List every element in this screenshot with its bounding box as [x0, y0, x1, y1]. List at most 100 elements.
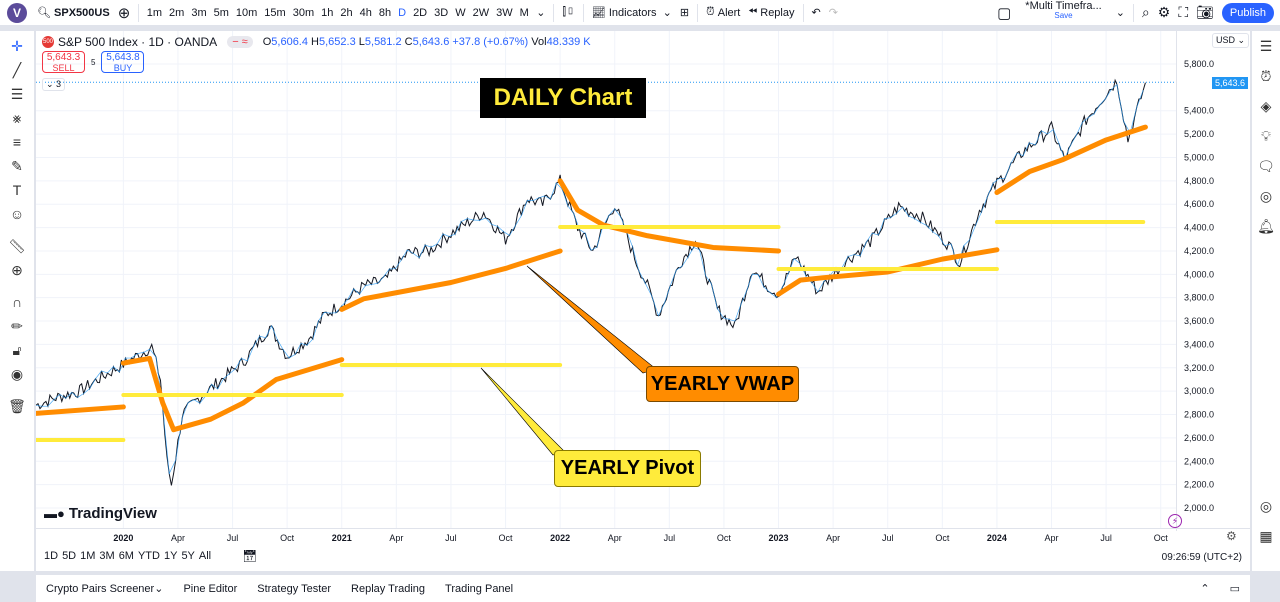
- lock-drawing-pencil-icon[interactable]: ✏: [11, 317, 23, 334]
- chart-type-button[interactable]: ⫿▯: [562, 6, 575, 18]
- brush-icon[interactable]: ✎: [11, 157, 23, 174]
- bottom-tab[interactable]: Strategy Tester: [257, 582, 332, 595]
- range-All[interactable]: All: [198, 550, 212, 562]
- y-tick-label: 3,400.0: [1184, 339, 1214, 349]
- clock-time[interactable]: 09:26:59 (UTC+2): [1161, 552, 1242, 563]
- timeframe-M[interactable]: M: [519, 6, 529, 19]
- y-tick-label: 4,600.0: [1184, 199, 1214, 209]
- bottom-tab[interactable]: Replay Trading: [351, 582, 426, 595]
- broadcast-icon[interactable]: ◎: [1259, 187, 1273, 204]
- range-YTD[interactable]: YTD: [137, 550, 160, 562]
- replay-icon: ⏪︎: [748, 6, 758, 18]
- timeframe-10m[interactable]: 10m: [235, 6, 258, 19]
- crosshair-icon[interactable]: ✛: [11, 37, 23, 54]
- bell-icon[interactable]: 🔔︎: [1257, 217, 1275, 234]
- chat-icon[interactable]: 🗨︎: [1257, 157, 1275, 174]
- replay-button[interactable]: ⏪︎ Replay: [744, 1, 798, 25]
- text-icon[interactable]: T: [12, 182, 22, 198]
- trash-icon[interactable]: 🗑︎: [8, 397, 26, 414]
- maximize-panel-icon[interactable]: ▭: [1229, 583, 1240, 595]
- emoji-icon[interactable]: ☺: [9, 206, 25, 222]
- chart-pane[interactable]: 2,000.0 2,200.0 2,400.0 2,600.0 2,800.0 3,000…: [36, 31, 1250, 571]
- timeframe-4h[interactable]: 4h: [359, 6, 372, 19]
- sell-button[interactable]: 5,643.3 SELL: [42, 51, 85, 73]
- range-5D[interactable]: 5D: [62, 550, 77, 562]
- layers-icon[interactable]: ◈: [1260, 97, 1272, 114]
- timeframe-2D[interactable]: 2D: [413, 6, 428, 19]
- settings-gear-icon[interactable]: ⚙: [1157, 4, 1171, 20]
- price-chart[interactable]: 2,000.0 2,200.0 2,400.0 2,600.0 2,800.0 3,000…: [36, 31, 1250, 571]
- chevron-down-icon[interactable]: ⌄: [1115, 7, 1125, 19]
- timeframe-15m[interactable]: 15m: [264, 6, 286, 19]
- redo-button[interactable]: ↷: [828, 7, 838, 19]
- x-tick-label: 2024: [987, 533, 1007, 543]
- pattern-icon[interactable]: ⨳: [12, 109, 22, 126]
- timeframe-2h[interactable]: 2h: [340, 6, 353, 19]
- y-tick-label: 4,000.0: [1184, 269, 1214, 279]
- range-1M[interactable]: 1M: [80, 550, 96, 562]
- tradingview-logo[interactable]: ▬● TradingView: [44, 505, 157, 522]
- timeframe-dropdown-icon[interactable]: ⌄: [536, 7, 546, 19]
- bottom-tab[interactable]: Pine Editor: [183, 582, 238, 595]
- checkbox-square-icon[interactable]: ▢: [997, 4, 1012, 22]
- lightning-icon[interactable]: ⚡︎: [1168, 514, 1182, 528]
- timeframe-1m[interactable]: 1m: [146, 6, 163, 19]
- trend-line-icon[interactable]: ╱: [12, 61, 22, 78]
- collapse-panel-chevron-up-icon[interactable]: ⌃: [1200, 583, 1210, 595]
- timeframe-3W[interactable]: 3W: [496, 6, 513, 19]
- camera-icon[interactable]: 📷︎: [1196, 4, 1214, 20]
- magnet-icon[interactable]: ∩: [11, 294, 23, 310]
- undo-button[interactable]: ↶: [811, 7, 821, 19]
- currency-selector[interactable]: USD ⌄: [1212, 33, 1250, 48]
- range-1D[interactable]: 1D: [44, 550, 59, 562]
- timeframe-W[interactable]: W: [455, 6, 466, 19]
- fib-lines-icon[interactable]: ☰: [10, 85, 24, 102]
- range-1Y[interactable]: 1Y: [163, 550, 178, 562]
- layouts-button[interactable]: ⊞: [679, 7, 690, 19]
- buy-button[interactable]: 5,643.8 BUY: [101, 51, 145, 73]
- axis-settings-gear-icon[interactable]: ⚙: [1226, 529, 1237, 543]
- timeframe-3m[interactable]: 3m: [191, 6, 207, 19]
- timeframe-2m[interactable]: 2m: [169, 6, 185, 19]
- alarm-clock-icon[interactable]: ⏰︎: [1260, 67, 1272, 84]
- bottom-tab[interactable]: Crypto Pairs Screener ⌄: [46, 582, 164, 596]
- compare-symbol-button[interactable]: ⊕: [117, 4, 131, 22]
- zoom-in-icon[interactable]: ⊕: [11, 261, 23, 278]
- legend-toggle[interactable]: − ≈: [227, 36, 253, 48]
- publish-button[interactable]: Publish: [1221, 2, 1274, 23]
- indicators-collapse-button[interactable]: ⌄ 3: [42, 78, 66, 91]
- layout-name: *Multi Timefra...: [1025, 0, 1102, 12]
- range-3M[interactable]: 3M: [99, 550, 115, 562]
- timeframe-8h[interactable]: 8h: [378, 6, 392, 19]
- symbol-search[interactable]: 🔍︎ SPX500US: [33, 1, 114, 25]
- layout-name-button[interactable]: *Multi Timefra... Save: [1015, 0, 1111, 25]
- range-6M[interactable]: 6M: [118, 550, 134, 562]
- quick-search-icon[interactable]: ⌕: [1141, 4, 1150, 20]
- bottom-tab[interactable]: Trading Panel: [445, 582, 514, 595]
- symbol-title[interactable]: S&P 500 Index · 1D · OANDA: [58, 35, 218, 49]
- watchlist-icon[interactable]: ☰: [1259, 37, 1273, 54]
- timeframe-3D[interactable]: 3D: [434, 6, 449, 19]
- avatar[interactable]: V: [7, 2, 27, 23]
- alert-button[interactable]: ⏰︎ Alert: [702, 1, 744, 25]
- x-tick-label: Oct: [717, 533, 732, 543]
- lightbulb-icon[interactable]: 💡︎: [1261, 127, 1271, 144]
- range-5Y[interactable]: 5Y: [181, 550, 195, 562]
- indicators-button[interactable]: 📈︎ Indicators ⌄: [591, 6, 672, 20]
- timeframe-30m[interactable]: 30m: [292, 6, 315, 19]
- divider: [582, 3, 584, 22]
- target-icon[interactable]: ◎: [1259, 497, 1273, 514]
- grid-icon[interactable]: ▦: [1259, 527, 1273, 544]
- fullscreen-icon[interactable]: ⛶: [1178, 4, 1189, 20]
- eye-icon[interactable]: ◉: [10, 365, 24, 382]
- go-to-date-calendar-icon[interactable]: 📅︎: [242, 549, 258, 563]
- lock-icon[interactable]: 🔓︎: [12, 341, 22, 358]
- indicators-icon: 📈︎: [591, 7, 606, 19]
- projection-icon[interactable]: ≡: [12, 134, 22, 150]
- timeframe-5m[interactable]: 5m: [213, 6, 229, 19]
- timeframe-D[interactable]: D: [398, 6, 407, 19]
- timeframe-1h[interactable]: 1h: [321, 6, 334, 19]
- timeframe-2W[interactable]: 2W: [472, 6, 490, 19]
- y-tick-label: 3,000.0: [1184, 386, 1214, 396]
- ruler-icon[interactable]: 📏︎: [8, 237, 26, 254]
